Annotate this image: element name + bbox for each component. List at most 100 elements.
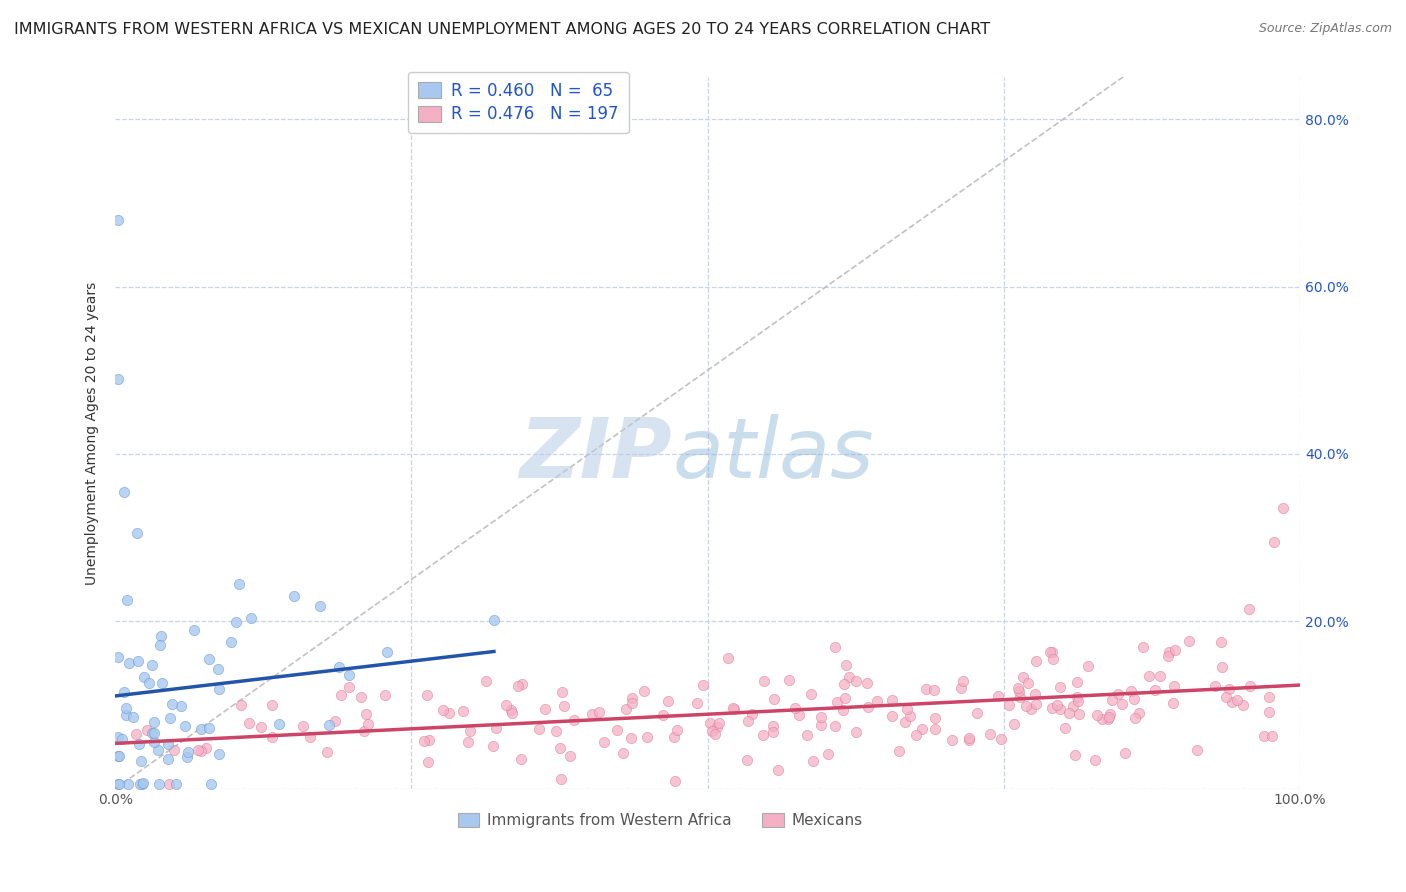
Point (1025, 654, 1047, 668)
Point (107, 212, 129, 227)
Point (952, 674, 974, 689)
Point (416, 756, 439, 770)
Point (817, 747, 839, 761)
Point (581, 706, 603, 721)
Point (118, 656, 141, 670)
Point (737, 753, 759, 767)
Point (107, 649, 129, 664)
Point (1049, 702, 1071, 716)
Point (880, 709, 903, 723)
Point (966, 706, 988, 721)
Point (142, 714, 165, 729)
Point (990, 731, 1012, 746)
Point (1084, 753, 1107, 767)
Point (998, 698, 1021, 712)
Point (1232, 698, 1254, 712)
Point (416, 688, 439, 702)
Point (1066, 674, 1088, 689)
Point (657, 694, 679, 708)
Point (501, 706, 523, 721)
Point (128, 777, 150, 791)
Point (1132, 640, 1154, 655)
Point (337, 681, 360, 695)
Point (260, 730, 283, 744)
Point (831, 703, 853, 717)
Point (1121, 683, 1143, 698)
Point (987, 689, 1010, 703)
Point (1111, 698, 1133, 712)
Point (1258, 690, 1281, 705)
Point (737, 714, 759, 728)
Point (1272, 501, 1295, 516)
Point (125, 727, 148, 741)
Point (219, 635, 242, 649)
Point (1069, 707, 1091, 722)
Point (1225, 693, 1247, 707)
Point (318, 718, 340, 732)
Point (437, 706, 460, 720)
Point (796, 728, 818, 742)
Point (778, 673, 800, 687)
Point (418, 733, 440, 747)
Point (238, 715, 260, 730)
Point (1002, 717, 1025, 731)
Point (183, 623, 205, 637)
Point (107, 777, 129, 791)
Point (1157, 645, 1180, 659)
Point (176, 749, 198, 764)
Point (664, 773, 686, 788)
Point (941, 732, 963, 747)
Point (328, 659, 350, 673)
Point (1059, 706, 1081, 721)
Point (127, 655, 149, 669)
Point (114, 708, 136, 723)
Point (619, 731, 641, 745)
Point (143, 726, 166, 740)
Point (1122, 692, 1144, 706)
Point (350, 690, 373, 704)
Point (131, 777, 153, 791)
Point (866, 694, 889, 708)
Point (1215, 690, 1237, 704)
Point (551, 685, 574, 699)
Point (357, 716, 380, 731)
Point (141, 658, 163, 673)
Point (107, 777, 129, 791)
Point (700, 723, 723, 738)
Point (924, 723, 946, 737)
Point (665, 723, 688, 737)
Point (1218, 682, 1240, 697)
Point (1008, 690, 1031, 704)
Point (323, 714, 346, 729)
Point (1204, 679, 1226, 693)
Point (548, 740, 571, 755)
Point (1211, 660, 1233, 674)
Point (1025, 697, 1047, 711)
Point (457, 735, 479, 749)
Point (1185, 743, 1208, 757)
Point (810, 718, 832, 732)
Point (858, 700, 880, 714)
Point (198, 722, 221, 736)
Point (606, 723, 628, 738)
Point (375, 645, 398, 659)
Point (562, 713, 585, 727)
Point (159, 711, 181, 725)
Point (588, 705, 610, 719)
Point (845, 673, 868, 688)
Point (1066, 690, 1088, 704)
Point (979, 727, 1001, 741)
Point (136, 723, 159, 737)
Point (499, 703, 522, 717)
Point (636, 730, 658, 744)
Point (896, 702, 918, 716)
Point (250, 720, 273, 734)
Point (298, 730, 321, 744)
Point (453, 704, 475, 718)
Point (1085, 708, 1108, 723)
Point (662, 730, 685, 744)
Point (621, 690, 644, 705)
Point (721, 701, 744, 715)
Point (593, 735, 616, 749)
Point (129, 754, 152, 768)
